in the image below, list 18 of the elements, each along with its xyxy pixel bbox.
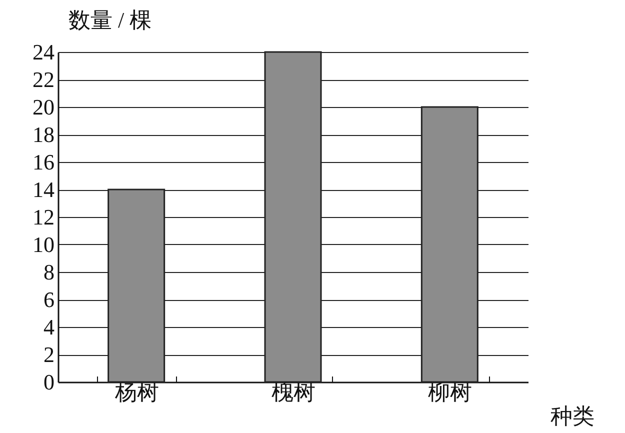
y-tick-label: 4: [44, 314, 54, 340]
y-tick-label: 2: [44, 342, 54, 367]
y-tick-label: 20: [32, 94, 54, 120]
y-axis-title: 数量 / 棵: [68, 8, 152, 32]
y-tick-label: 6: [44, 287, 54, 312]
y-tick-label: 0: [44, 370, 54, 394]
y-tick-label: 14: [32, 177, 54, 202]
y-tick-label: 8: [44, 260, 54, 284]
y-tick-label: 16: [32, 150, 54, 174]
y-tick-label: 22: [32, 67, 54, 92]
y-tick-label: 10: [32, 232, 54, 257]
y-tick-label: 12: [32, 204, 54, 230]
x-axis-title: 种类: [550, 404, 594, 428]
y-tick-label: 24: [32, 40, 54, 64]
x-tick-label: 柳树: [428, 380, 472, 404]
x-tick-label: 槐树: [272, 380, 316, 404]
y-tick-label: 18: [32, 122, 54, 147]
x-tick-label: 杨树: [114, 380, 159, 404]
